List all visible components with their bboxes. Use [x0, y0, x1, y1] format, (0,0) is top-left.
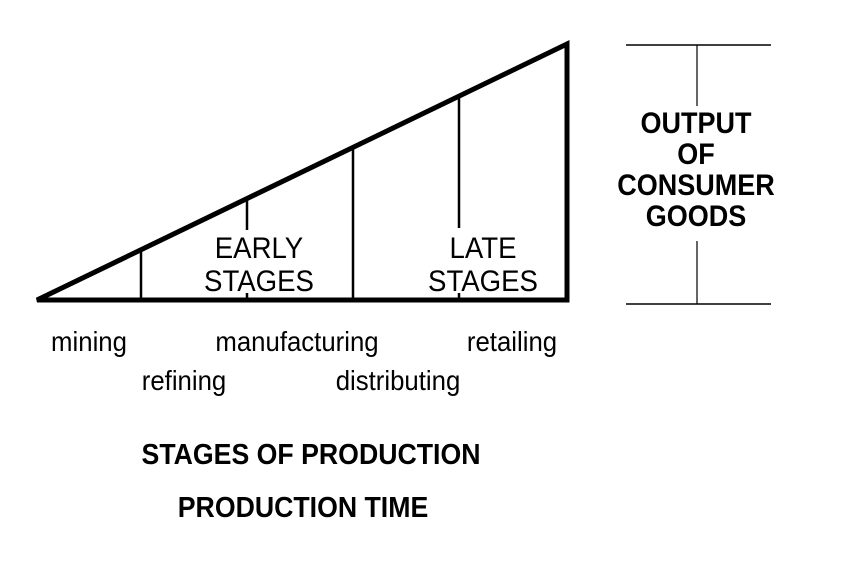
late-label-line2: STAGES [428, 265, 538, 298]
triangle-outline [35, 40, 570, 303]
stage-refining: refining [141, 365, 227, 396]
late-label-line1: LATE [449, 232, 517, 265]
stage-mining: mining [51, 326, 127, 357]
output-line1: OUTPUT [640, 107, 752, 140]
output-line4: GOODS [645, 200, 747, 233]
production-time-title: PRODUCTION TIME [177, 492, 429, 524]
stages-of-production-title: STAGES OF PRODUCTION [141, 439, 481, 471]
early-label-line2: STAGES [204, 265, 314, 298]
stage-manufacturing: manufacturing [215, 326, 379, 357]
early-stages-label: EARLY STAGES [204, 234, 314, 297]
late-stages-label: LATE STAGES [428, 234, 538, 297]
output-line3: CONSUMER [617, 169, 775, 202]
output-of-consumer-goods-label: OUTPUT OF CONSUMER GOODS [617, 108, 775, 232]
output-line2: OF [677, 138, 715, 171]
stage-distributing: distributing [335, 365, 461, 396]
early-label-line1: EARLY [214, 232, 304, 265]
stage-retailing: retailing [466, 326, 558, 357]
